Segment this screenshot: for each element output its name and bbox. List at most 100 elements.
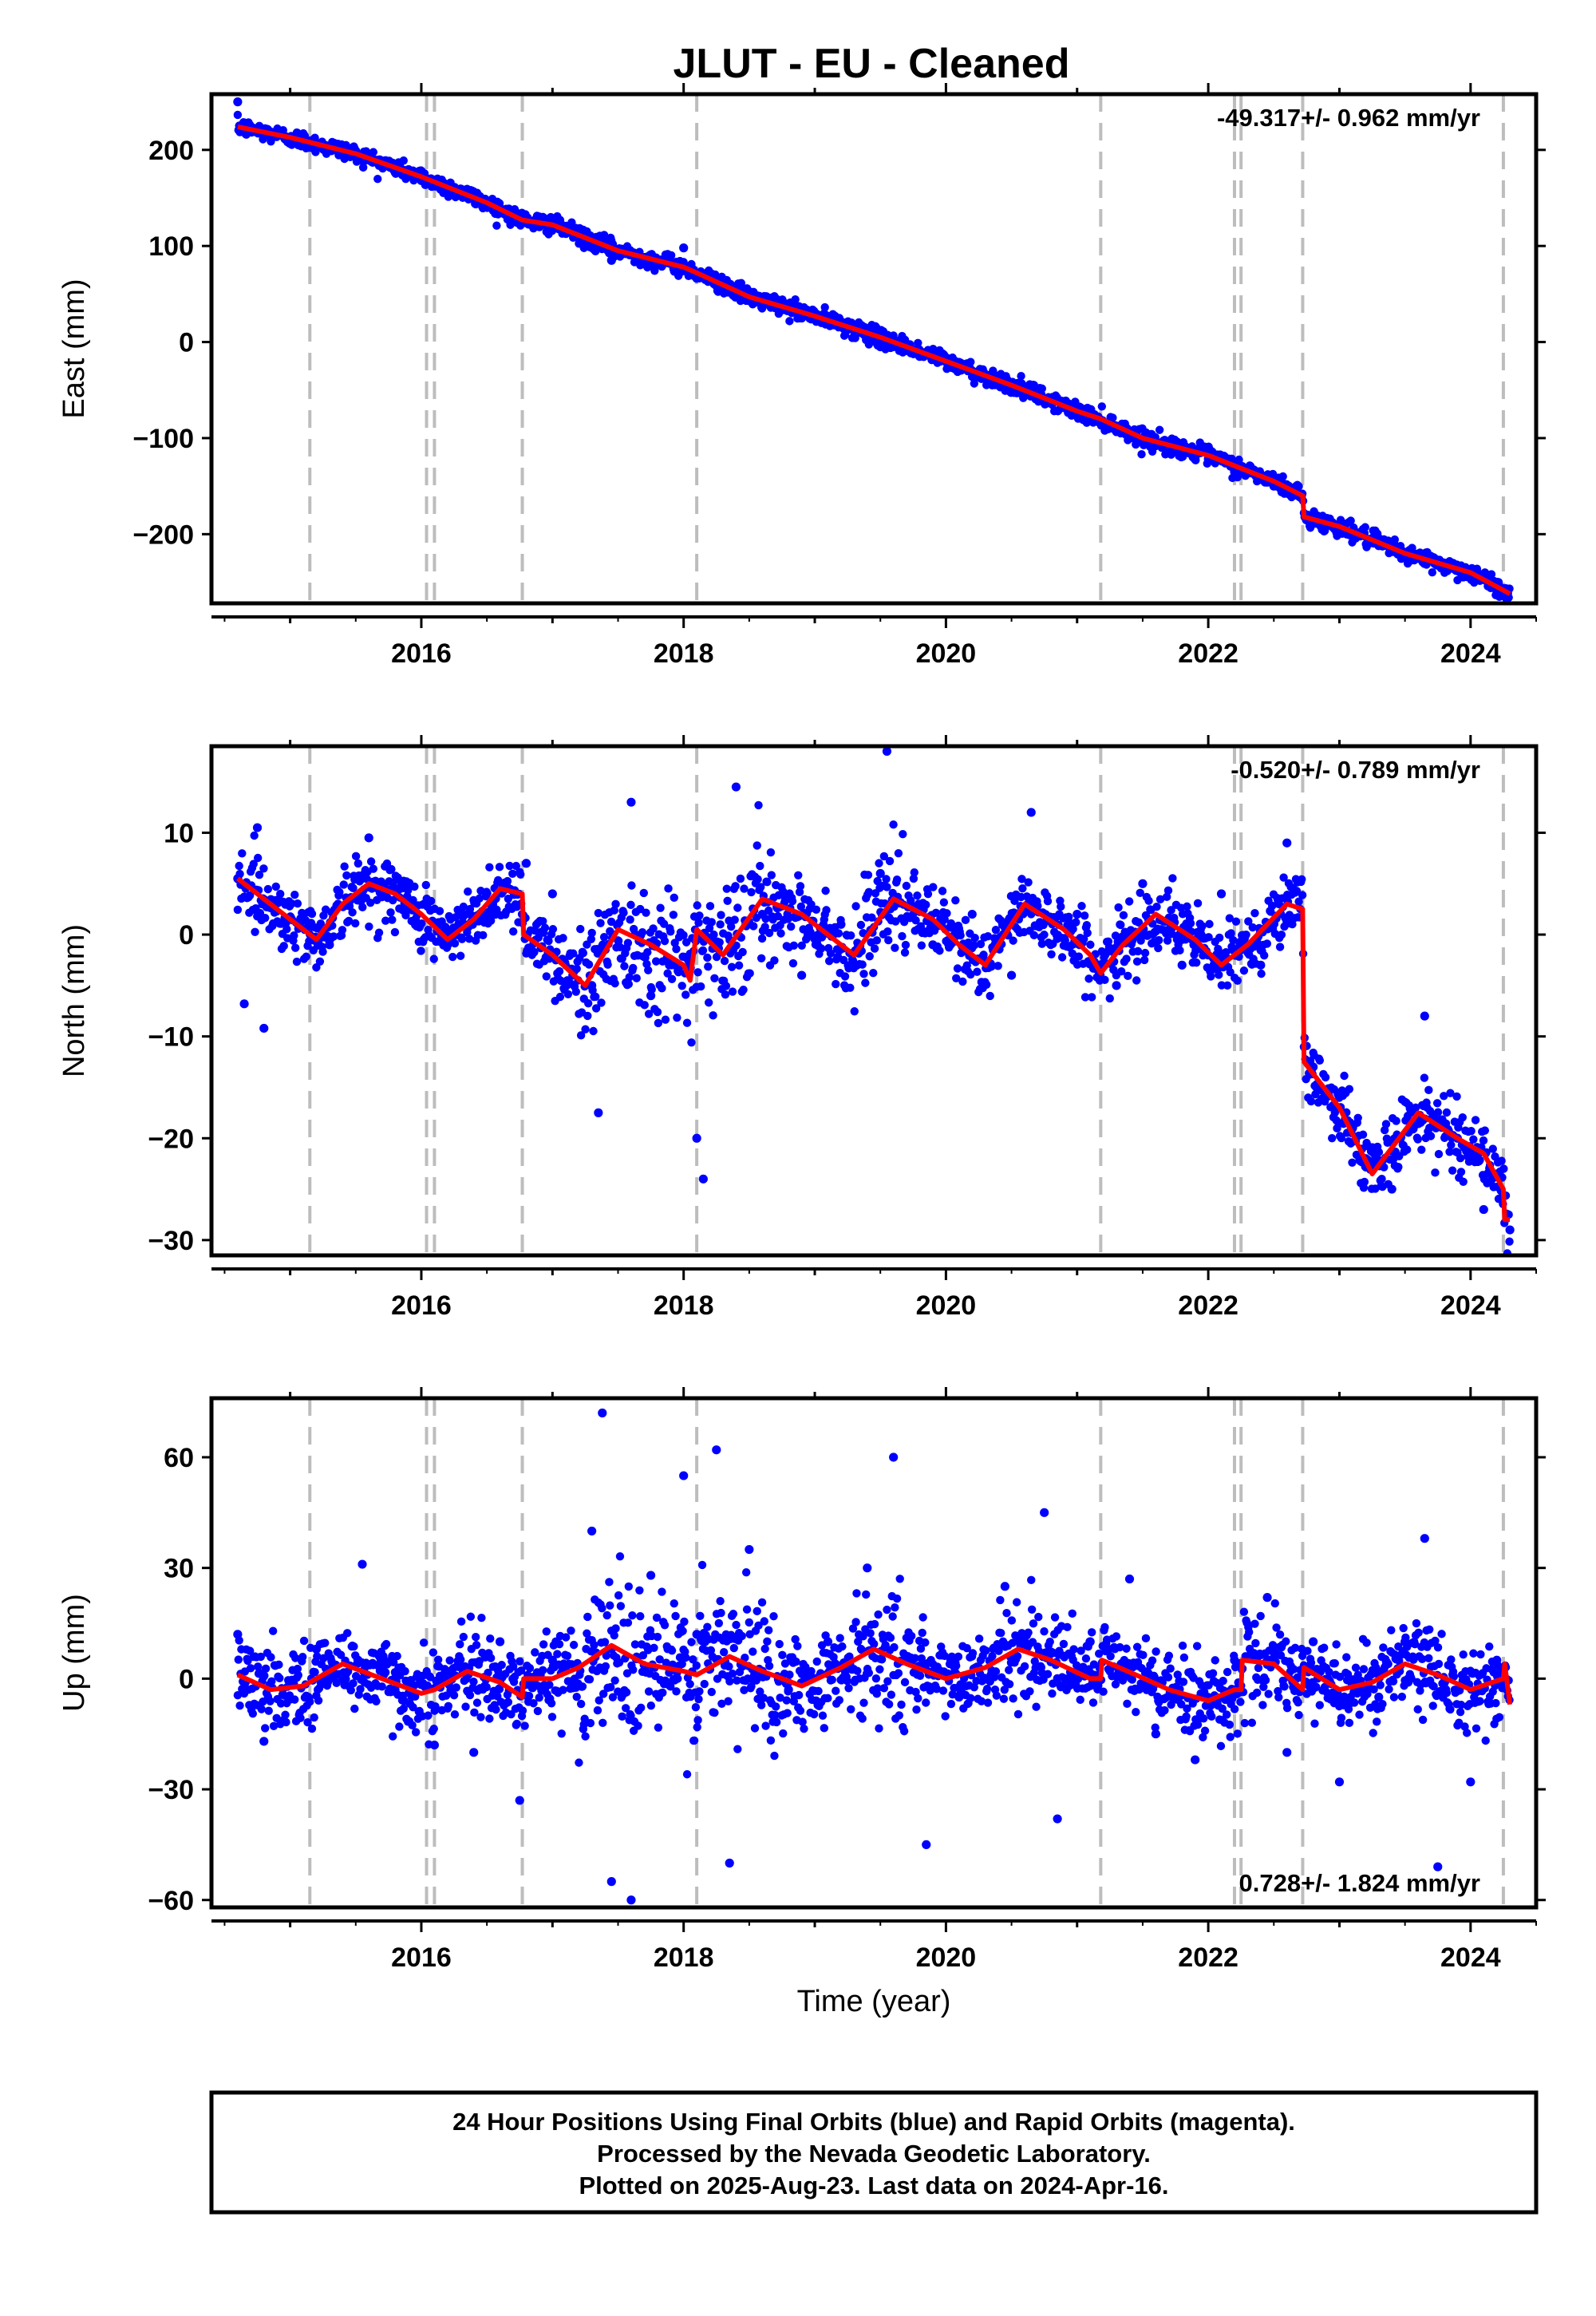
final-orbit-point <box>1043 897 1053 906</box>
final-orbit-point <box>1111 1680 1120 1689</box>
final-orbit-point <box>729 1643 738 1653</box>
final-orbit-point <box>1152 902 1161 911</box>
final-orbit-point <box>1267 901 1277 911</box>
final-orbit-point <box>1205 919 1214 929</box>
final-orbit-point <box>260 1671 269 1680</box>
final-orbit-point <box>1069 1645 1078 1654</box>
final-orbit-point <box>512 1719 521 1729</box>
final-orbit-point <box>495 1685 504 1694</box>
final-orbit-point <box>785 317 794 326</box>
final-orbit-point <box>888 1612 897 1621</box>
final-orbit-point <box>642 908 650 917</box>
final-orbit-point <box>571 987 581 996</box>
final-orbit-point <box>1327 1133 1337 1143</box>
final-orbit-point <box>1155 425 1164 434</box>
final-orbit-point <box>716 920 725 929</box>
final-orbit-point <box>1086 940 1095 949</box>
final-orbit-point <box>1155 935 1163 945</box>
final-orbit-point <box>764 1626 773 1634</box>
final-orbit-point <box>890 1642 899 1652</box>
final-orbit-point <box>1065 912 1073 922</box>
final-orbit-point <box>587 928 596 938</box>
final-orbit-point <box>358 163 368 172</box>
final-orbit-point <box>485 1714 494 1723</box>
final-orbit-point <box>599 231 609 239</box>
final-orbit-point <box>597 998 606 1007</box>
final-orbit-point <box>682 1018 692 1027</box>
final-orbit-point <box>791 1634 800 1644</box>
final-orbit-point <box>1040 1627 1049 1636</box>
final-orbit-point <box>261 913 270 923</box>
final-orbit-point <box>698 946 708 955</box>
final-orbit-point <box>938 887 947 895</box>
final-orbit-point <box>1117 966 1126 976</box>
final-orbit-point <box>417 919 426 928</box>
final-orbit-point <box>365 922 373 931</box>
final-orbit-point <box>883 1605 891 1614</box>
final-orbit-point <box>754 800 763 810</box>
final-orbit-point <box>602 1611 611 1620</box>
final-orbit-point <box>914 1694 922 1703</box>
final-orbit-point <box>350 1704 359 1713</box>
final-orbit-point <box>733 1676 741 1685</box>
final-orbit-point <box>891 1603 899 1612</box>
final-orbit-point <box>649 924 658 933</box>
final-orbit-point <box>485 863 494 871</box>
final-orbit-point <box>343 1629 352 1638</box>
final-orbit-point <box>581 1025 590 1034</box>
final-orbit-point <box>492 905 501 915</box>
final-orbit-point <box>730 915 739 924</box>
final-orbit-point <box>1077 1646 1085 1655</box>
final-orbit-point <box>1025 1687 1034 1696</box>
final-orbit-point <box>710 1708 719 1717</box>
final-orbit-point <box>461 1702 470 1711</box>
final-orbit-point <box>1037 384 1046 393</box>
final-orbit-point <box>704 962 713 971</box>
final-orbit-point <box>875 342 885 352</box>
final-orbit-point <box>598 1603 606 1613</box>
final-orbit-point <box>1459 1177 1468 1186</box>
final-orbit-point <box>508 1662 518 1671</box>
final-orbit-point <box>1392 1117 1400 1125</box>
final-orbit-point <box>1084 974 1093 983</box>
final-orbit-point <box>680 1617 689 1626</box>
final-orbit-point <box>736 874 745 883</box>
final-orbit-point <box>947 923 956 932</box>
final-orbit-point <box>661 1015 670 1024</box>
final-orbit-point <box>635 1586 644 1595</box>
final-orbit-point <box>882 875 891 883</box>
final-orbit-point <box>1087 993 1096 1002</box>
final-orbit-point <box>628 1611 637 1620</box>
x-tick-label: 2022 <box>1178 1290 1238 1321</box>
final-orbit-point <box>932 1685 942 1694</box>
final-orbit-point <box>929 345 938 354</box>
final-orbit-point <box>1089 1660 1099 1669</box>
final-orbit-point <box>983 932 993 941</box>
final-orbit-point <box>705 902 715 911</box>
final-orbit-point <box>703 953 712 962</box>
final-orbit-point <box>1177 960 1187 970</box>
final-orbit-point <box>892 1594 902 1603</box>
final-orbit-point <box>449 1691 459 1700</box>
final-orbit-point <box>658 1587 666 1596</box>
final-orbit-point <box>897 1700 906 1709</box>
final-orbit-point <box>1223 981 1232 990</box>
final-orbit-point <box>656 903 665 912</box>
final-orbit-point <box>1278 472 1287 481</box>
final-orbit-point <box>1226 967 1235 977</box>
final-orbit-point <box>1227 929 1235 938</box>
final-orbit-point <box>697 982 705 991</box>
final-orbit-point <box>788 896 797 906</box>
final-orbit-point <box>318 947 327 956</box>
final-orbit-point <box>750 1724 760 1733</box>
final-orbit-point <box>530 947 539 957</box>
final-orbit-point <box>1417 1145 1426 1154</box>
final-orbit-point <box>576 1699 586 1709</box>
final-orbit-point <box>991 1667 1001 1676</box>
final-orbit-point <box>325 940 334 950</box>
final-orbit-point <box>1017 372 1025 381</box>
final-orbit-point <box>757 883 765 891</box>
y-tick-label: −10 <box>148 1022 194 1053</box>
final-orbit-point <box>757 954 766 963</box>
